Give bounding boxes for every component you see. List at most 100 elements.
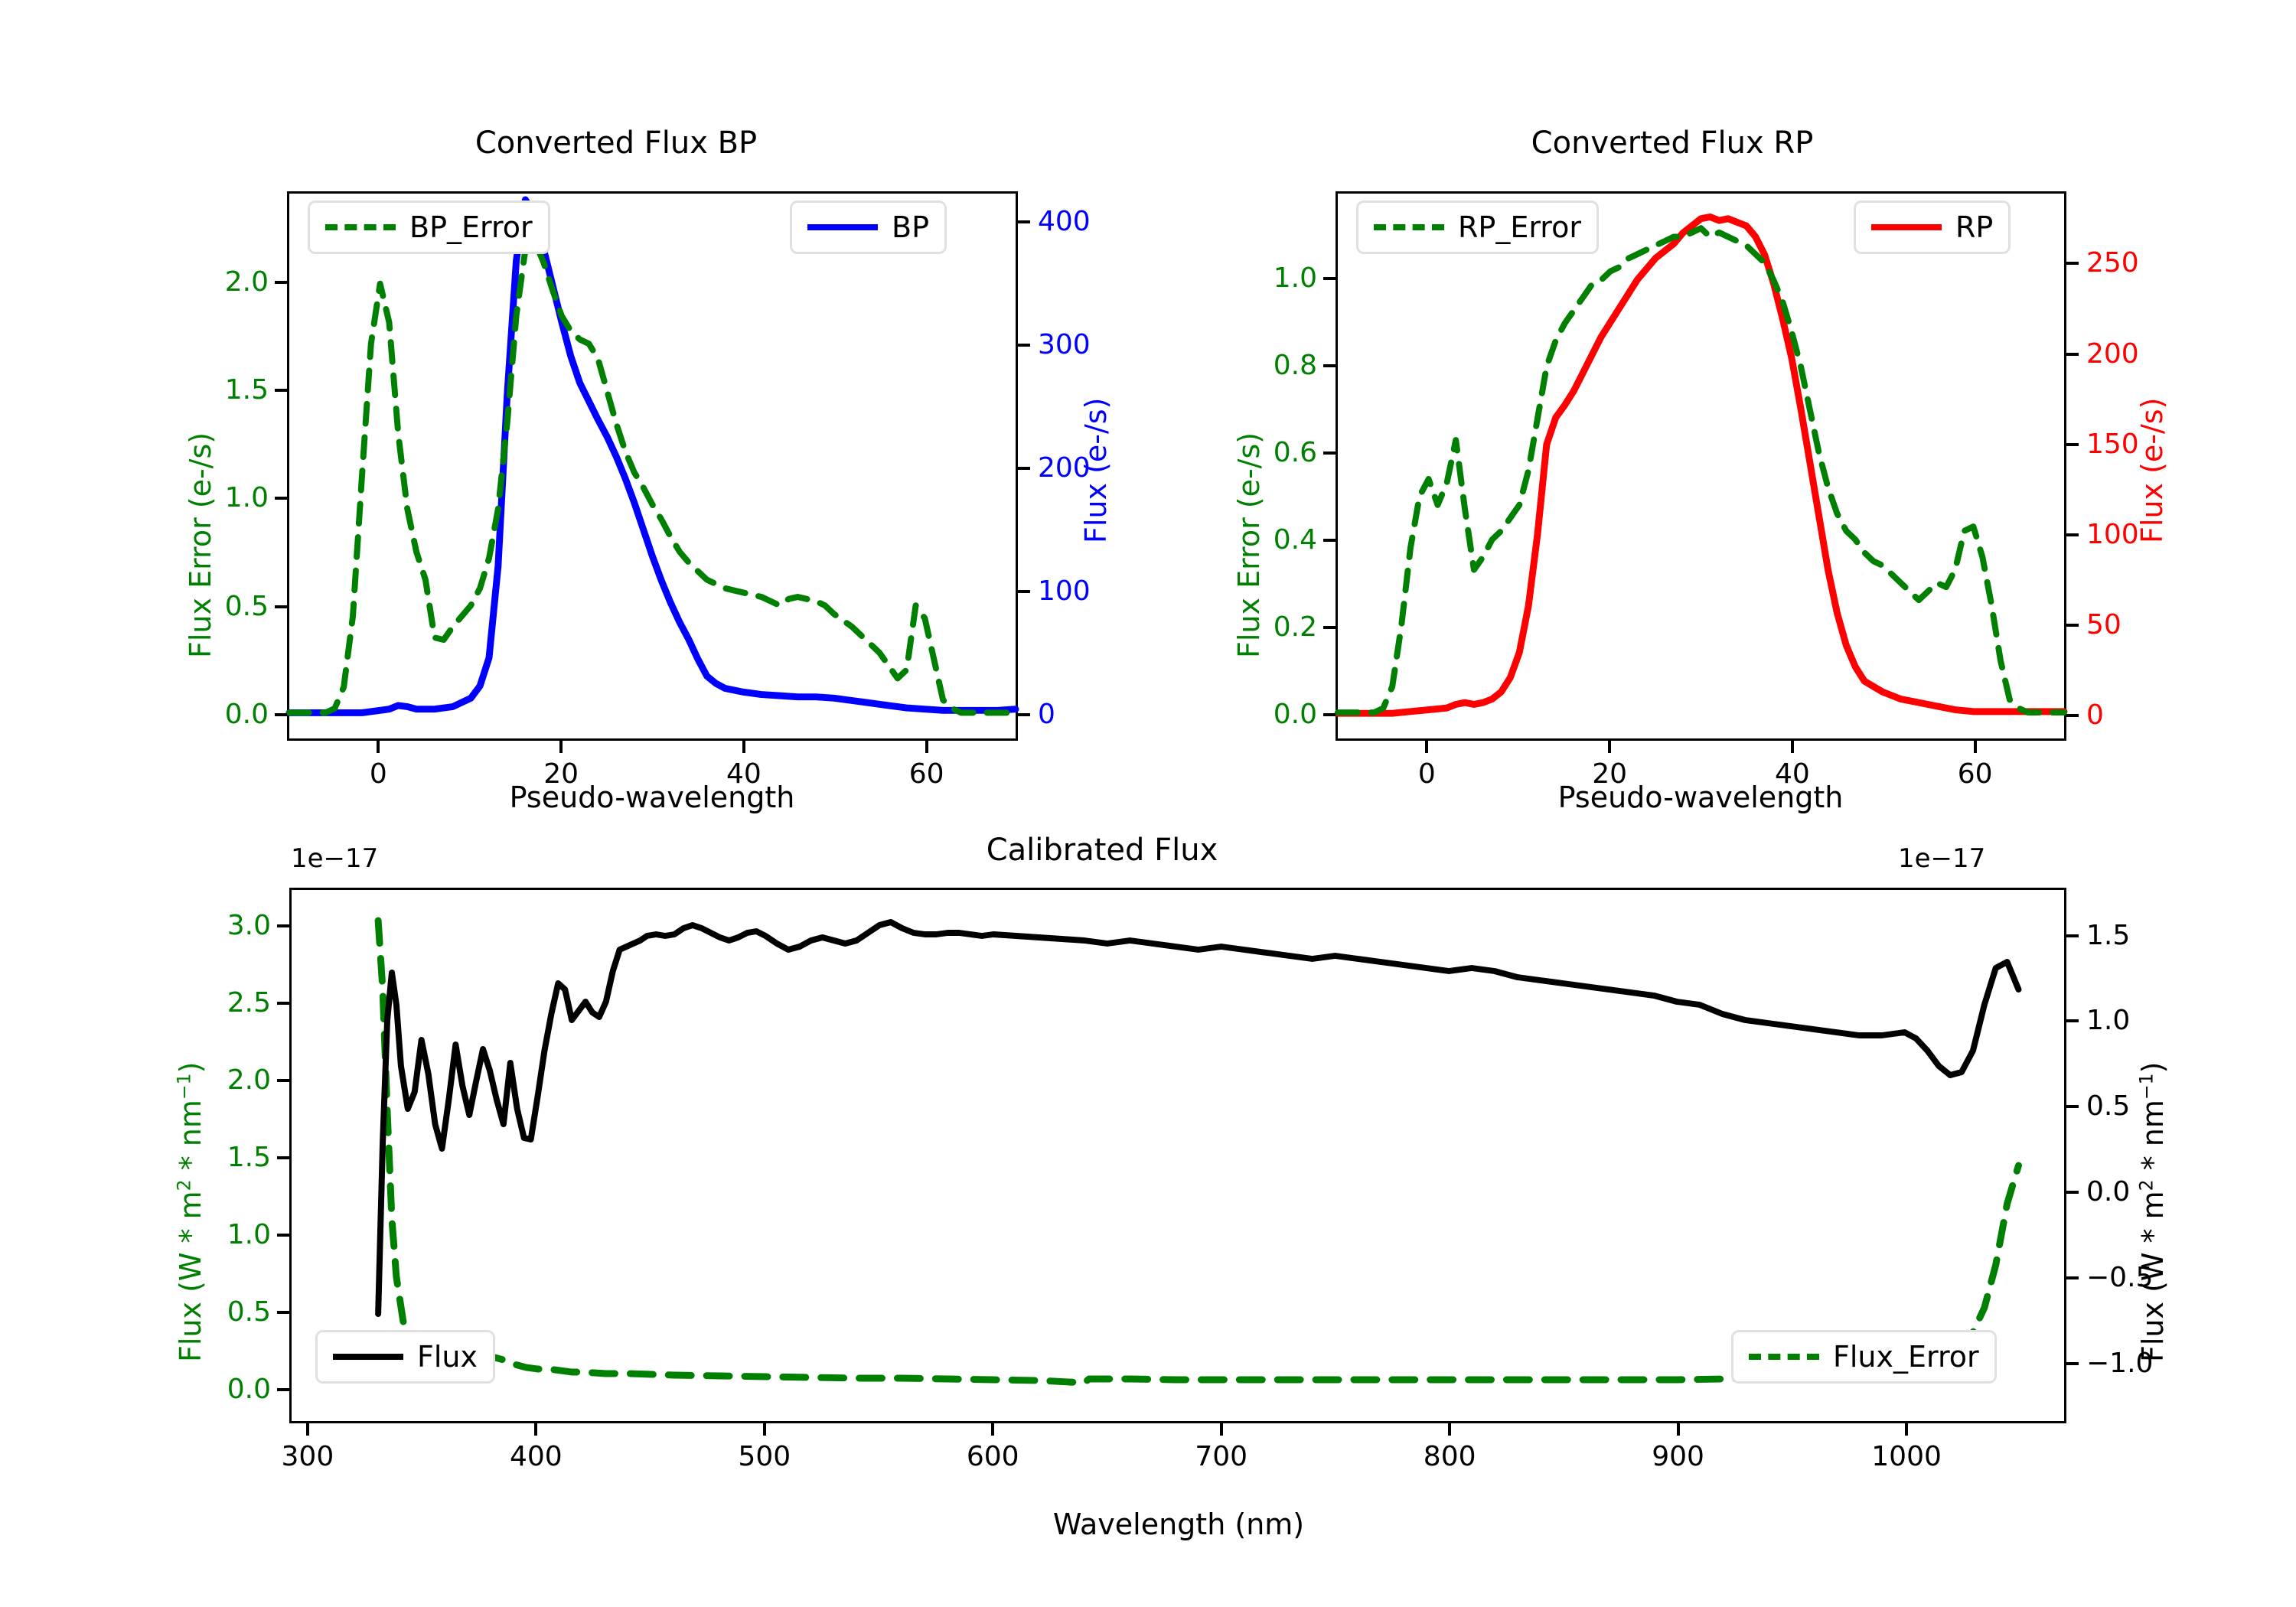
cal-x-tick-label: 800 xyxy=(1423,1441,1476,1472)
rp-right-y-tickmark xyxy=(2066,713,2079,717)
bp-right-y-tickmark xyxy=(1018,590,1030,594)
calibrated-flux-error-legend[interactable]: Flux_Error xyxy=(1731,1330,1997,1384)
cal-left-y-tick-label: 1.5 xyxy=(227,1142,271,1174)
cal-x-tick-label: 1000 xyxy=(1871,1441,1942,1472)
rp-left-yaxis-label: Flux Error (e-/s) xyxy=(1232,432,1266,658)
cal-right-y-tick-label: 1.0 xyxy=(2086,1005,2131,1037)
rp-error-legend-swatch xyxy=(1374,224,1444,230)
cal-left-y-tick-label: 3.0 xyxy=(227,910,271,942)
rp-x-tickmark xyxy=(1608,741,1612,753)
converted-flux-rp-series-rp xyxy=(1334,213,2068,717)
rp-legend-label: RP xyxy=(1955,210,1994,244)
cal-right-y-tickmark xyxy=(2066,1276,2079,1279)
cal-x-tickmark xyxy=(1448,1423,1452,1436)
bp-left-y-tick-label: 1.0 xyxy=(224,482,269,514)
cal-x-tickmark xyxy=(1676,1423,1680,1436)
rp-left-y-tick-label: 0.8 xyxy=(1273,349,1317,381)
cal-x-tickmark xyxy=(1219,1423,1223,1436)
cal-left-y-tickmark xyxy=(277,1233,289,1237)
cal-x-tick-label: 900 xyxy=(1652,1441,1704,1472)
rp-right-y-tick-label: 200 xyxy=(2086,337,2139,370)
calibrated-flux-legend-swatch xyxy=(333,1354,403,1360)
calibrated-flux-series-flux xyxy=(375,919,2022,1317)
rp-right-y-tickmark xyxy=(2066,352,2079,356)
bp-left-y-tickmark xyxy=(275,389,287,393)
cal-left-y-tick-label: 2.5 xyxy=(227,987,271,1019)
calibrated-right-yaxis-label: Flux (W * m2 * nm−1) xyxy=(2135,1062,2170,1362)
cal-x-tick-label: 600 xyxy=(966,1441,1019,1472)
bp-error-legend[interactable]: BP_Error xyxy=(308,200,550,254)
bp-left-y-tick-label: 2.0 xyxy=(224,266,269,298)
rp-right-y-tick-label: 0 xyxy=(2086,699,2104,731)
bp-axes-area xyxy=(285,191,1019,741)
bp-x-tick-label: 0 xyxy=(369,758,387,790)
rp-left-y-tickmark xyxy=(1323,625,1336,629)
cal-left-y-tick-label: 0.5 xyxy=(227,1296,271,1328)
bp-right-y-tickmark xyxy=(1018,713,1030,717)
cal-left-y-tickmark xyxy=(277,1387,289,1391)
bp-legend[interactable]: BP xyxy=(790,200,947,254)
rp-left-y-tickmark xyxy=(1323,451,1336,455)
rp-legend[interactable]: RP xyxy=(1854,200,2011,254)
cal-x-tick-label: 500 xyxy=(738,1441,791,1472)
calibrated-flux-series-flux_error xyxy=(374,917,2022,1387)
converted-flux-bp-series-bp_error xyxy=(286,237,1019,716)
converted-flux-rp-series-rp_error xyxy=(1335,225,2067,716)
calibrated-flux-legend-label: Flux xyxy=(417,1340,478,1374)
cal-left-y-tickmark xyxy=(277,924,289,928)
rp-left-y-tickmark xyxy=(1323,363,1336,367)
rp-xaxis-label: Pseudo-wavelength xyxy=(1557,781,1844,814)
rp-left-y-tick-label: 0.6 xyxy=(1273,436,1317,468)
bp-right-yaxis-label: Flux (e-/s) xyxy=(1079,397,1113,543)
rp-left-y-tick-label: 0.2 xyxy=(1273,611,1317,643)
bp-right-y-tick-label: 100 xyxy=(1038,575,1091,608)
rp-right-y-tickmark xyxy=(2066,533,2079,536)
bp-legend-label: BP xyxy=(892,210,929,244)
cal-left-y-tickmark xyxy=(277,1079,289,1083)
bp-x-tickmark xyxy=(925,741,928,753)
bp-right-y-tickmark xyxy=(1018,467,1030,471)
bp-x-tickmark xyxy=(377,741,380,753)
bp-right-y-tickmark xyxy=(1018,220,1030,224)
rp-left-y-tickmark xyxy=(1323,276,1336,280)
rp-right-y-tickmark xyxy=(2066,442,2079,446)
calibrated-left-offset-text: 1e−17 xyxy=(291,843,379,874)
cal-left-y-tickmark xyxy=(277,1156,289,1160)
bp-left-y-tick-label: 0.0 xyxy=(224,699,269,731)
cal-right-y-tickmark xyxy=(2066,934,2079,937)
cal-right-y-tickmark xyxy=(2066,1105,2079,1109)
cal-x-tick-label: 400 xyxy=(509,1441,563,1472)
rp-left-y-tick-label: 1.0 xyxy=(1273,262,1317,294)
rp-right-y-tick-label: 150 xyxy=(2086,428,2139,460)
bp-left-y-tick-label: 0.5 xyxy=(224,590,269,622)
bp-right-y-tick-label: 300 xyxy=(1038,329,1091,361)
rp-right-yaxis-label: Flux (e-/s) xyxy=(2135,397,2169,543)
rp-right-y-tick-label: 250 xyxy=(2086,247,2139,279)
bp-x-tick-label: 40 xyxy=(726,758,762,790)
bp-left-y-tickmark xyxy=(275,605,287,608)
cal-x-tickmark xyxy=(1905,1423,1909,1436)
rp-error-legend[interactable]: RP_Error xyxy=(1356,200,1599,254)
cal-left-y-tickmark xyxy=(277,1310,289,1314)
rp-x-tickmark xyxy=(1790,741,1794,753)
calibrated-flux-legend[interactable]: Flux xyxy=(315,1330,495,1384)
cal-right-y-tickmark xyxy=(2066,1019,2079,1023)
rp-x-tick-label: 60 xyxy=(1957,758,1993,790)
bp-left-y-tickmark xyxy=(275,280,287,284)
rp-left-y-tick-label: 0.4 xyxy=(1273,523,1317,556)
converted-flux-bp-series-bp xyxy=(285,196,1019,716)
rp-axes-area xyxy=(1334,191,2068,741)
rp-right-y-tickmark xyxy=(2066,623,2079,627)
calibrated-right-offset-text: 1e−17 xyxy=(1898,843,1986,874)
bp-left-y-tickmark xyxy=(275,497,287,500)
bp-error-legend-label: BP_Error xyxy=(409,210,533,244)
cal-left-y-tick-label: 0.0 xyxy=(227,1373,271,1405)
rp-x-tickmark xyxy=(1973,741,1977,753)
cal-x-tickmark xyxy=(991,1423,995,1436)
bp-right-y-tick-label: 200 xyxy=(1038,452,1091,484)
cal-x-tickmark xyxy=(305,1423,309,1436)
calibrated-xaxis-label: Wavelength (nm) xyxy=(1052,1508,1305,1541)
cal-right-y-tick-label: 0.0 xyxy=(2086,1176,2131,1208)
rp-left-y-tickmark xyxy=(1323,538,1336,542)
